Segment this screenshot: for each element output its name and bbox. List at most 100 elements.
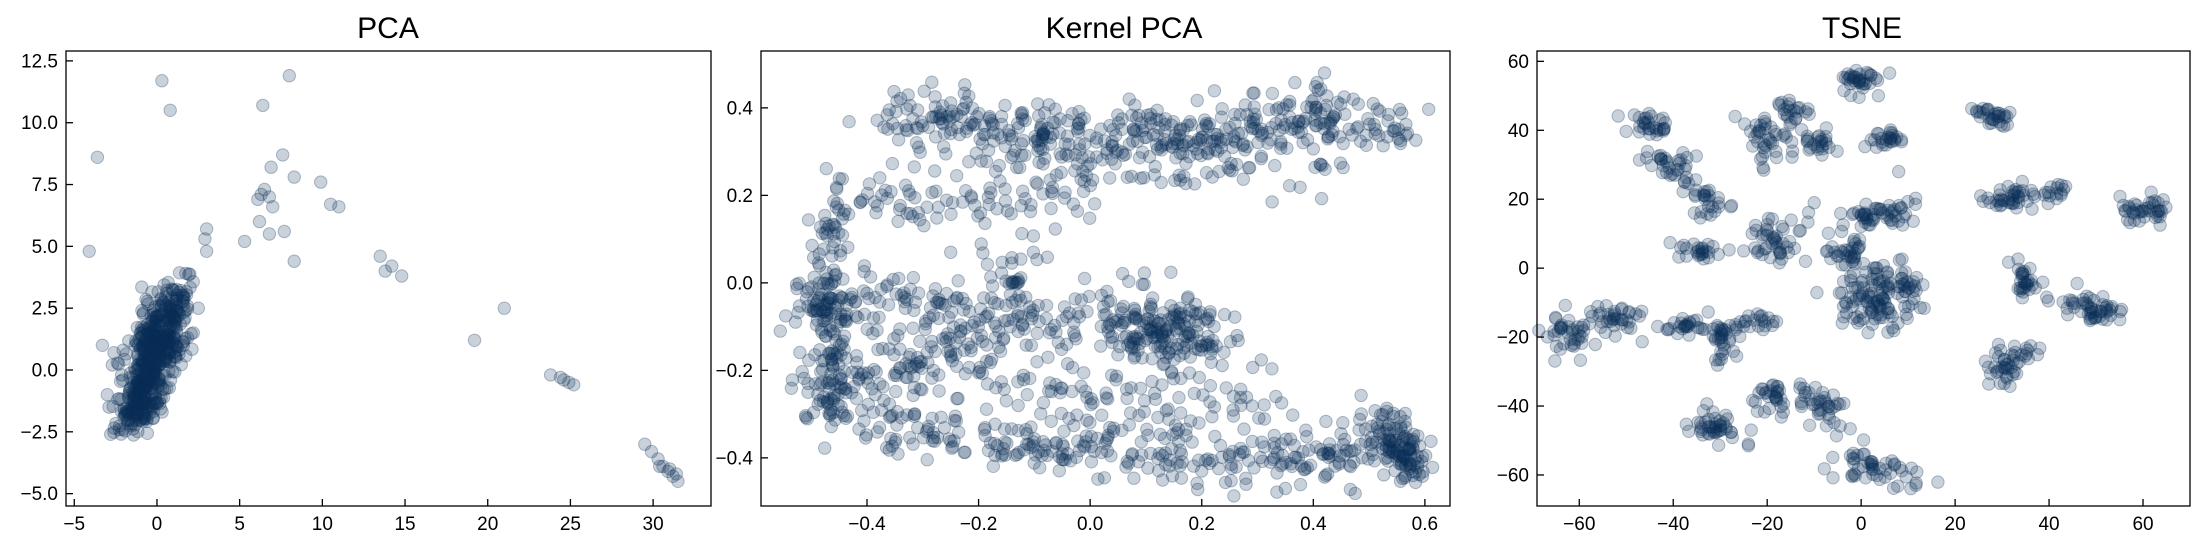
data-point [1336,160,1350,175]
data-point [154,402,168,416]
data-point [1019,290,1033,304]
data-point [122,334,136,348]
data-point [125,400,140,414]
data-point [1342,122,1356,136]
data-point [944,245,958,260]
data-point [1313,157,1328,172]
data-point [868,290,882,305]
data-point [150,337,164,352]
data-point [183,267,197,281]
data-point [159,332,173,347]
data-point [942,109,956,123]
data-point [866,326,880,341]
data-point [1861,326,1875,340]
data-point [102,400,116,414]
data-point [131,338,146,352]
data-point [827,234,842,249]
data-point [142,336,157,350]
data-point [950,107,964,122]
data-point [1323,114,1338,128]
data-point [1078,137,1092,151]
data-point [256,98,270,113]
data-point [1265,86,1280,101]
data-point [1309,100,1323,115]
data-point [1140,108,1155,122]
data-point [168,349,182,364]
data-point [142,342,156,356]
data-point [822,346,836,361]
data-point [889,104,903,119]
data-point [1254,122,1269,136]
data-point [148,351,162,365]
data-point [557,373,571,387]
data-point [1350,121,1364,135]
data-point [176,289,190,303]
axis-ticks: −5 0 5 10 15 20 25 30−5.0−2.50.02.55.07.510.012… [20,51,663,535]
data-point [822,376,836,390]
data-point [139,367,154,381]
data-point [903,187,917,202]
data-point [145,340,159,354]
data-point [140,368,154,383]
data-point [154,332,168,347]
data-point [158,353,172,367]
y-tick-label: −40 [1497,397,1529,418]
data-point [264,160,278,174]
data-point [147,360,161,375]
data-point [880,108,894,122]
data-point [1014,148,1029,162]
data-point [156,295,170,309]
data-point [2070,276,2084,291]
data-point [1372,129,1386,143]
data-point [137,338,152,352]
data-point [1260,125,1275,140]
data-point [1757,405,1772,419]
data-point [1067,329,1082,343]
y-tick-label: −5.0 [20,484,58,505]
data-point [1248,121,1262,135]
data-point [1860,212,1874,227]
data-point [168,314,183,329]
data-point [836,207,851,221]
data-point [1182,366,1197,380]
data-point [1326,112,1340,126]
data-point [141,297,155,311]
data-point [1320,89,1334,103]
data-point [136,358,151,372]
x-tick-label: −20 [1751,514,1783,535]
data-point [925,371,939,385]
data-point [156,325,170,339]
data-point [137,367,152,381]
data-point [1132,151,1147,165]
data-point [1134,116,1149,130]
data-point [136,377,150,391]
data-point [127,399,142,413]
data-point [1368,122,1383,137]
data-point [1147,325,1161,339]
data-point [1119,460,1133,474]
data-point [1308,113,1322,127]
data-point [1309,119,1323,133]
data-point [1185,305,1200,319]
data-point [830,196,844,211]
data-point [832,338,847,352]
data-point [155,330,169,344]
data-point [167,311,182,325]
data-point [1300,133,1315,147]
data-point [1043,130,1058,145]
data-point [1647,120,1661,135]
data-point [982,143,996,157]
data-point [1883,131,1898,146]
data-point [1128,98,1142,113]
data-point [154,340,169,355]
data-point [1168,173,1182,188]
data-point [868,388,882,402]
data-point [1706,239,1720,254]
data-point [147,320,161,335]
data-point [1034,120,1048,135]
data-point [1651,319,1665,334]
data-point [889,366,903,380]
data-point [323,197,338,212]
data-point [146,342,160,356]
data-point [154,291,168,306]
